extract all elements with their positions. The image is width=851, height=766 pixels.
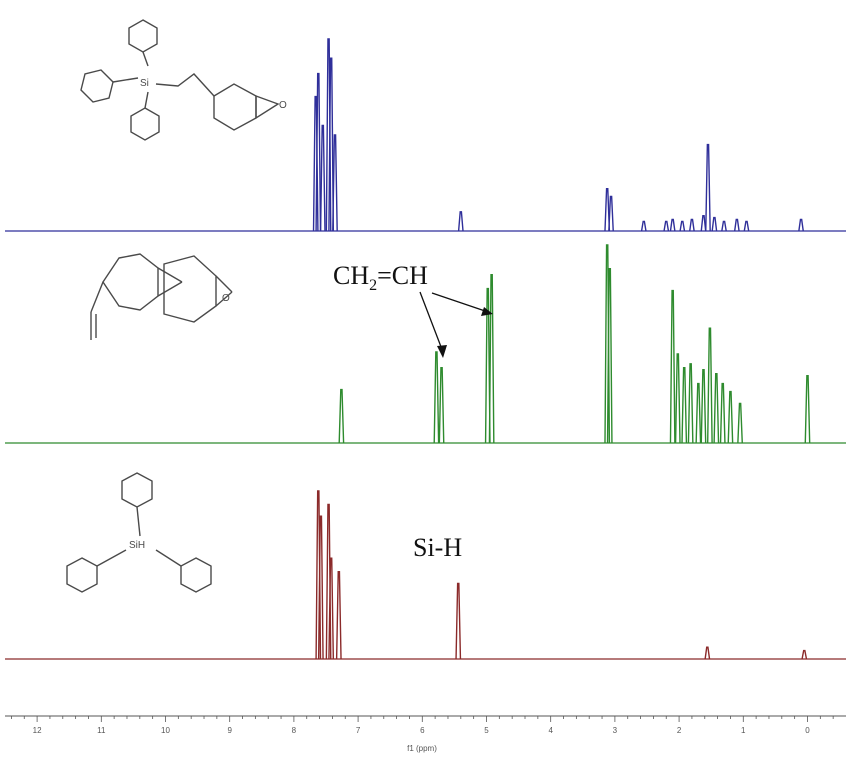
x-tick-label: 5 bbox=[484, 726, 489, 735]
vinyl-formula-ch: CH bbox=[333, 261, 369, 290]
peak-product-8 bbox=[608, 195, 614, 232]
peak-product-19 bbox=[743, 220, 750, 232]
spectra-group bbox=[5, 38, 846, 660]
peak-vinylcyclohexene_oxide-14 bbox=[713, 373, 720, 444]
spectrum-product bbox=[5, 38, 846, 232]
peak-vinylcyclohexene_oxide-4 bbox=[488, 274, 495, 444]
peak-product-11 bbox=[669, 218, 676, 232]
x-tick-label: 3 bbox=[613, 726, 618, 735]
product-si-label: Si bbox=[140, 78, 149, 89]
x-tick-label: 0 bbox=[805, 726, 810, 735]
peak-product-10 bbox=[663, 220, 670, 232]
peak-triphenylsilane-3 bbox=[328, 557, 335, 660]
peak-vinylcyclohexene_oxide-3 bbox=[484, 287, 491, 444]
peak-vinylcyclohexene_oxide-8 bbox=[674, 353, 681, 444]
peak-product-1 bbox=[315, 72, 322, 232]
vinyl-arrowhead-2 bbox=[481, 307, 493, 316]
peak-triphenylsilane-6 bbox=[704, 646, 711, 660]
x-tick-label: 2 bbox=[677, 726, 682, 735]
x-tick-label: 8 bbox=[292, 726, 297, 735]
vinyl-annotation: CH2=CH bbox=[333, 261, 493, 358]
peak-triphenylsilane-7 bbox=[801, 649, 808, 660]
peak-vinylcyclohexene_oxide-1 bbox=[433, 351, 440, 444]
peak-product-13 bbox=[689, 218, 695, 232]
x-tick-label: 9 bbox=[227, 726, 232, 735]
peak-vinylcyclohexene_oxide-9 bbox=[681, 367, 688, 444]
epoxide-ring-detail bbox=[163, 255, 233, 323]
vinylcyclohexene-oxide-structure: O bbox=[90, 253, 230, 340]
vinyl-arrow-1 bbox=[419, 291, 444, 353]
product-o-label: O bbox=[279, 100, 287, 111]
epoxide-o-label: O bbox=[222, 293, 230, 304]
x-tick-label: 7 bbox=[356, 726, 361, 735]
peak-vinylcyclohexene_oxide-6 bbox=[606, 268, 613, 444]
triphenylsilane-sih-label: SiH bbox=[129, 540, 145, 551]
x-tick-label: 1 bbox=[741, 726, 746, 735]
peak-product-18 bbox=[733, 218, 740, 232]
svg-text:CH2=CH: CH2=CH bbox=[333, 261, 428, 294]
peak-vinylcyclohexene_oxide-2 bbox=[438, 367, 445, 444]
peak-product-14 bbox=[700, 214, 707, 232]
peak-product-20 bbox=[798, 218, 804, 232]
sih-annotation: Si-H bbox=[413, 533, 462, 562]
peak-product-17 bbox=[721, 220, 727, 232]
peak-vinylcyclohexene_oxide-18 bbox=[804, 374, 811, 444]
peak-vinylcyclohexene_oxide-10 bbox=[687, 363, 694, 444]
x-tick-label: 6 bbox=[420, 726, 425, 735]
peak-vinylcyclohexene_oxide-12 bbox=[700, 369, 707, 444]
peak-vinylcyclohexene_oxide-17 bbox=[737, 402, 743, 444]
peak-product-12 bbox=[679, 220, 686, 232]
peak-triphenylsilane-1 bbox=[317, 515, 324, 660]
peak-vinylcyclohexene_oxide-13 bbox=[706, 327, 713, 444]
x-tick-label: 4 bbox=[548, 726, 553, 735]
peak-product-6 bbox=[457, 211, 464, 232]
vinyl-arrow-2 bbox=[431, 292, 489, 313]
peak-product-2 bbox=[319, 124, 326, 232]
vinyl-formula-rest: =CH bbox=[377, 261, 428, 290]
peak-vinylcyclohexene_oxide-15 bbox=[719, 382, 726, 444]
peak-vinylcyclohexene_oxide-16 bbox=[727, 390, 734, 444]
peak-product-9 bbox=[640, 220, 647, 232]
x-axis-label: f1 (ppm) bbox=[407, 744, 437, 753]
peak-triphenylsilane-5 bbox=[455, 582, 462, 660]
product-structure: Si O bbox=[80, 19, 287, 141]
peak-triphenylsilane-4 bbox=[335, 570, 342, 660]
peak-product-4 bbox=[328, 57, 335, 232]
x-tick-label: 12 bbox=[33, 726, 42, 735]
x-tick-label: 10 bbox=[161, 726, 170, 735]
spectrum-triphenylsilane bbox=[5, 490, 846, 660]
x-tick-label: 11 bbox=[97, 726, 106, 735]
peak-product-5 bbox=[332, 134, 338, 232]
peak-vinylcyclohexene_oxide-7 bbox=[669, 289, 676, 444]
peak-product-16 bbox=[711, 216, 718, 232]
peak-product-7 bbox=[604, 188, 611, 232]
peak-vinylcyclohexene_oxide-11 bbox=[695, 382, 702, 444]
vinyl-arrowhead-1 bbox=[437, 345, 447, 358]
peak-product-15 bbox=[705, 143, 711, 232]
x-axis: 12 11 10 9 8 7 6 5 4 3 2 1 0 f1 (ppm) bbox=[5, 715, 846, 753]
peak-vinylcyclohexene_oxide-0 bbox=[338, 388, 345, 444]
x-axis-ticks: 12 11 10 9 8 7 6 5 4 3 2 1 0 bbox=[11, 716, 834, 735]
triphenylsilane-structure: SiH bbox=[66, 472, 212, 593]
spectrum-vinylcyclohexene_oxide bbox=[5, 244, 846, 444]
vinyl-formula-subscript: 2 bbox=[369, 277, 377, 294]
